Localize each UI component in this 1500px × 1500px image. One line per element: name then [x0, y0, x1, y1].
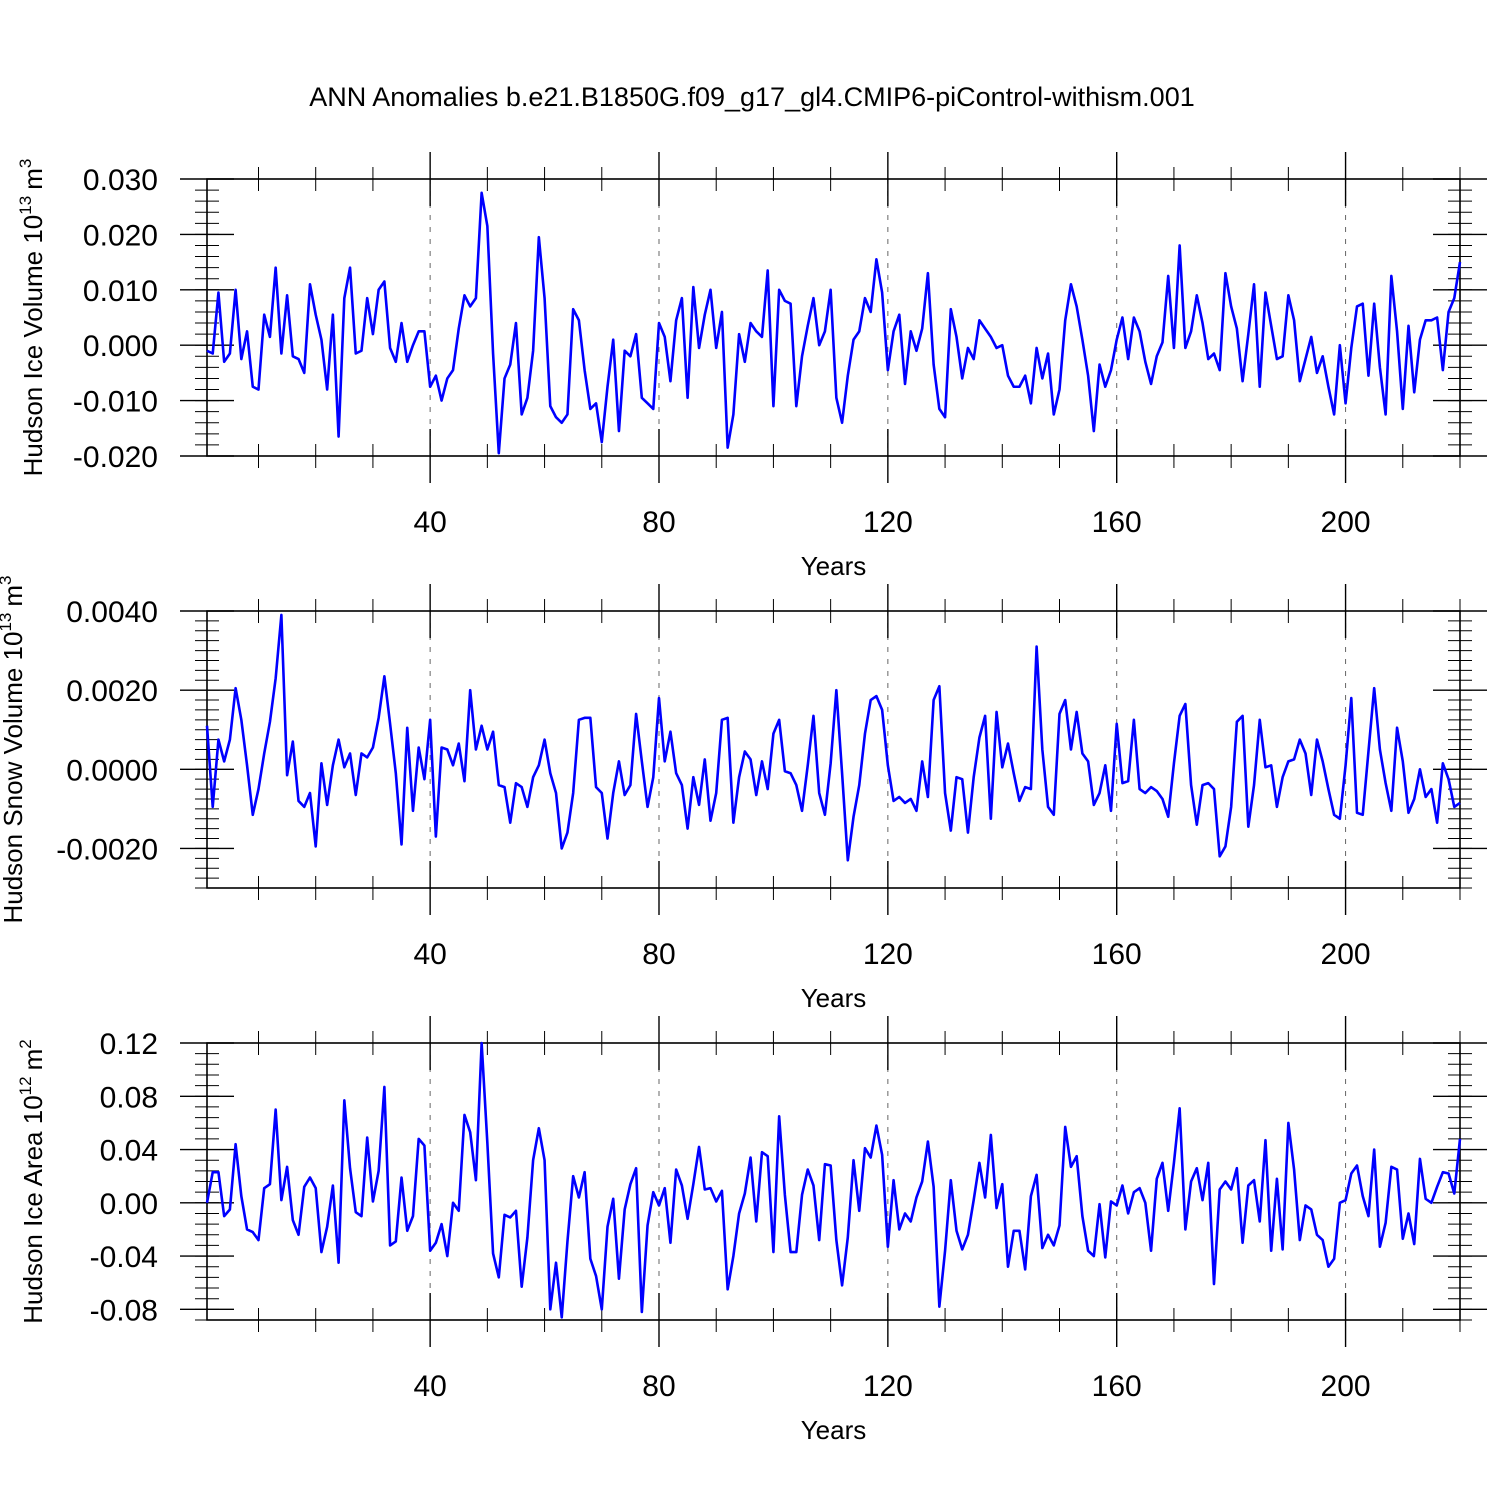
ice-volume-yaxis-title-unit-exp: 3	[16, 159, 35, 168]
ice-volume-ytick-label: -0.020	[73, 441, 158, 474]
ice-area-ytick-label: -0.08	[90, 1294, 158, 1327]
snow-volume-ytick-label: 0.0020	[66, 675, 158, 708]
ice-area-xaxis-title: Years	[801, 1415, 867, 1445]
snow-volume-xtick-label: 200	[1321, 938, 1371, 971]
ice-area-panel: -0.08 -0.04 0.00 0.04 0.08 0.12 40 80 120 160 200 Y…	[16, 1016, 1487, 1445]
ice-volume-yaxis-title: Hudson Ice Volume 1013 m3	[16, 159, 48, 477]
ice-area-xtick-label: 40	[413, 1370, 446, 1403]
ice-area-xtick-label: 120	[863, 1370, 913, 1403]
ice-area-ytick-label: 0.04	[100, 1135, 158, 1168]
snow-volume-xtick-label: 160	[1092, 938, 1142, 971]
ice-volume-xaxis-title: Years	[801, 551, 867, 581]
ice-area-ytick-label: -0.04	[90, 1241, 158, 1274]
ice-area-xtick-label: 160	[1092, 1370, 1142, 1403]
ice-volume-xtick-label: 80	[642, 506, 675, 539]
ice-area-series-line	[205, 1041, 1462, 1319]
snow-volume-panel: -0.0020 0.0000 0.0020 0.0040 40 80 120 160 200 Ye…	[0, 575, 1487, 1013]
snow-volume-yaxis-title-unit-exp: 3	[0, 575, 15, 584]
snow-volume-xtick-label: 120	[863, 938, 913, 971]
ice-area-plot-frame	[206, 1042, 1461, 1321]
ice-volume-ytick-label: -0.010	[73, 386, 158, 419]
ice-volume-series-line	[206, 191, 1462, 455]
ice-volume-xtick-label: 160	[1092, 506, 1142, 539]
ice-volume-ytick-label: 0.030	[83, 164, 158, 197]
ice-area-yaxis-title-main: Hudson Ice Area 10	[18, 1095, 48, 1323]
ice-area-xtick-label: 80	[642, 1370, 675, 1403]
snow-volume-xaxis-title: Years	[801, 983, 867, 1013]
ice-area-xtick-label: 200	[1321, 1370, 1371, 1403]
snow-volume-ytick-label: 0.0000	[66, 754, 158, 787]
ice-volume-yaxis-title-exp: 13	[16, 196, 35, 215]
ice-area-yaxis-title-unit-exp: 2	[16, 1039, 35, 1048]
ice-volume-ytick-label: 0.000	[83, 330, 158, 363]
snow-volume-yaxis-title: Hudson Snow Volume 1013 m3	[0, 575, 28, 923]
ice-volume-ytick-label: 0.020	[83, 219, 158, 252]
snow-volume-ytick-label: -0.0020	[56, 833, 158, 866]
ice-volume-plot-frame	[206, 178, 1461, 457]
snow-volume-yaxis-title-main: Hudson Snow Volume 10	[0, 632, 28, 924]
ice-volume-xtick-label: 120	[863, 506, 913, 539]
snow-volume-yaxis-title-exp: 13	[0, 613, 15, 632]
ice-area-yaxis-title-unit: m	[18, 1049, 48, 1071]
ice-volume-ytick-label: 0.010	[83, 275, 158, 308]
snow-volume-ytick-label: 0.0040	[66, 596, 158, 629]
ice-area-ytick-label: 0.12	[100, 1028, 158, 1061]
ice-area-yaxis-title-exp: 12	[16, 1076, 35, 1095]
ice-volume-xtick-label: 200	[1321, 506, 1371, 539]
ice-volume-panel: -0.020 -0.010 0.000 0.010 0.020 0.030 40 80 120 1…	[16, 152, 1487, 581]
ice-area-ytick-label: 0.00	[100, 1188, 158, 1221]
snow-volume-xtick-label: 40	[413, 938, 446, 971]
figure-title: ANN Anomalies b.e21.B1850G.f09_g17_gl4.C…	[309, 82, 1194, 112]
snow-volume-yaxis-title-unit: m	[0, 585, 28, 607]
ice-volume-xtick-label: 40	[413, 506, 446, 539]
ice-area-ytick-label: 0.08	[100, 1081, 158, 1114]
snow-volume-plot-frame	[206, 610, 1461, 889]
snow-volume-xtick-label: 80	[642, 938, 675, 971]
ice-area-yaxis-title: Hudson Ice Area 1012 m2	[16, 1039, 48, 1323]
snow-volume-series-line	[205, 613, 1461, 862]
ice-volume-yaxis-title-unit: m	[18, 168, 48, 190]
ice-volume-yaxis-title-main: Hudson Ice Volume 10	[18, 215, 48, 477]
